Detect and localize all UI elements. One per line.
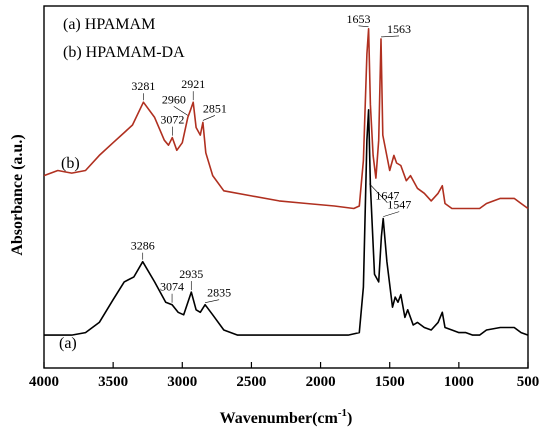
x-axis-title-superscript: -1 (338, 407, 347, 419)
series-line-a (44, 109, 529, 336)
legend-entry-a: (a) HPAMAM (63, 16, 155, 33)
peak-label: 2851 (203, 101, 227, 115)
curve-label-b: (b) (61, 155, 80, 172)
x-tick-label: 4000 (29, 374, 59, 390)
peak-label: 3074 (160, 280, 184, 294)
x-axis-title-main: Wavenumber(cm (220, 410, 339, 427)
x-tick-label: 3500 (98, 374, 128, 390)
x-tick-label: 2500 (236, 374, 266, 390)
x-tick-label: 500 (517, 374, 540, 390)
legend-entry-b: (b) HPAMAM-DA (63, 44, 185, 61)
x-axis-title-close: ) (347, 410, 352, 427)
peak-leader (380, 35, 400, 38)
curve-label-a: (a) (59, 335, 77, 352)
peak-leader (358, 25, 369, 28)
peak-label: 2921 (181, 77, 205, 91)
peak-leader (202, 115, 216, 121)
peak-label: 2935 (179, 267, 203, 281)
peak-label: 3072 (160, 113, 184, 127)
peak-label: 1547 (387, 198, 411, 212)
plot-area (43, 5, 529, 369)
plot-frame (43, 5, 529, 369)
peak-leader (383, 211, 400, 217)
y-axis-title: Absorbance (a.u.) (9, 134, 26, 255)
x-tick-label: 1500 (375, 374, 405, 390)
peak-label: 1653 (347, 12, 371, 26)
peak-label: 3286 (131, 239, 155, 253)
series-line-b (43, 28, 529, 210)
x-tick-label: 3000 (167, 374, 197, 390)
peak-leader (205, 299, 220, 304)
peak-leader (173, 106, 188, 116)
peak-label: 1647 (375, 189, 399, 203)
peak-label: 2835 (207, 286, 231, 300)
legend: (a) HPAMAM (b) HPAMAM-DA (63, 16, 185, 61)
peak-label: 3281 (131, 79, 155, 93)
peak-leader (369, 183, 388, 203)
x-axis-title: Wavenumber(cm-1) (220, 407, 353, 427)
x-tick-label: 2000 (306, 374, 336, 390)
peak-label: 1563 (387, 22, 411, 36)
x-tick-label: 1000 (444, 374, 474, 390)
curves (43, 28, 529, 336)
x-ticks: 4000 3500 3000 2500 2000 1500 1000 500 (29, 362, 539, 390)
peak-label: 2960 (162, 92, 186, 106)
